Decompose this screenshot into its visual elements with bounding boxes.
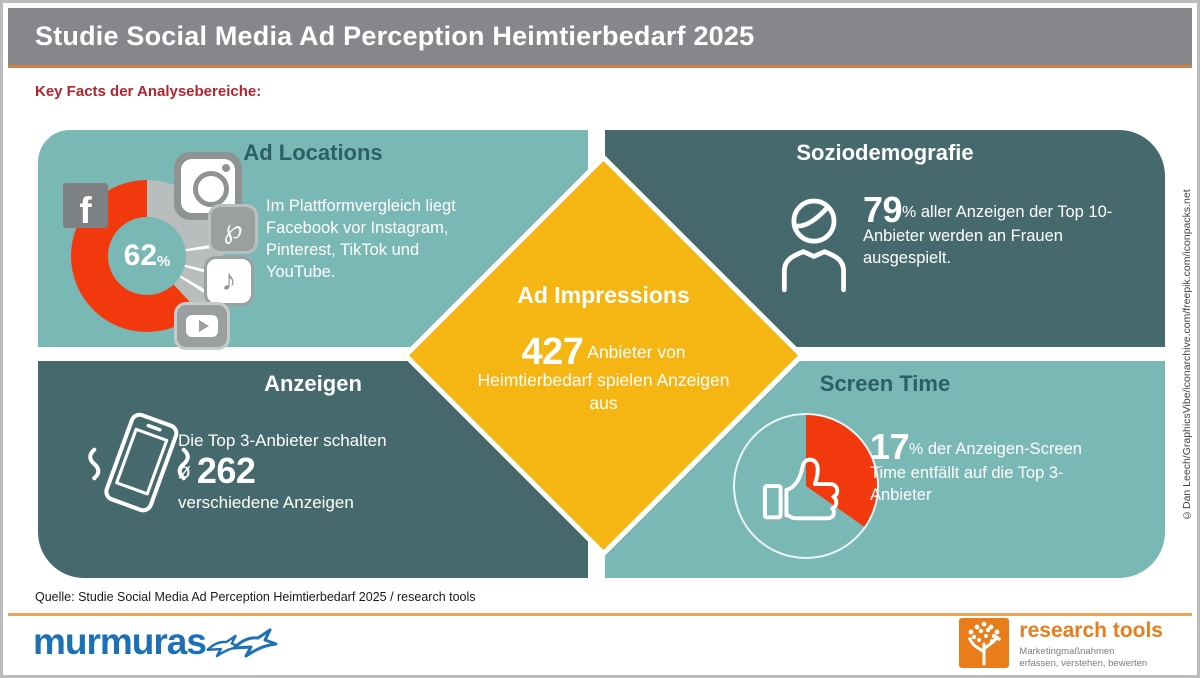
image-credit: ©Dan Leech/GraphicsVibe/iconarchive.com/… — [1181, 189, 1193, 521]
ad-locations-body: Im Plattformvergleich liegt Facebook vor… — [266, 197, 456, 281]
research-tools-tagline-line2: erfassen, verstehen, bewerten — [1019, 658, 1148, 670]
panel-title-ad-locations: Ad Locations — [243, 140, 383, 165]
stat-427: 427 — [521, 330, 584, 373]
diamond-content: Ad Impressions 427 Anbieter von Heimtier… — [466, 218, 741, 493]
research-tools-name: research tools — [1019, 619, 1163, 642]
donut-center-label: 62 % — [108, 217, 186, 295]
diamond-text: Anbieter von Heimtierbedarf spielen Anze… — [477, 341, 730, 414]
screen-time-pie-chart — [733, 413, 879, 559]
tiktok-glyph: ♪ — [221, 264, 237, 297]
pie-wedge-red — [735, 415, 877, 557]
panel-title-soziodemografie: Soziodemografie — [796, 140, 974, 165]
anzeigen-line1: Die Top 3-Anbieter schalten — [178, 431, 387, 450]
murmuras-logo: murmuras — [33, 618, 280, 664]
thumbs-up-icon — [762, 457, 840, 521]
panel-ad-locations: Ad Locations 62 % f ℘ ♪ Im Pla — [38, 130, 588, 350]
page-title: Studie Social Media Ad Perception Heimti… — [35, 21, 755, 51]
pinterest-glyph: ℘ — [223, 213, 243, 244]
facebook-icon: f — [63, 183, 108, 231]
average-symbol: ø — [178, 460, 191, 483]
soziodemografie-text: aller Anzeigen der Top 10-Anbieter werde… — [863, 203, 1113, 268]
panel-title-anzeigen: Anzeigen — [264, 371, 362, 396]
research-tools-tagline-line1: Marketingmaßnahmen — [1019, 646, 1115, 658]
pinterest-icon: ℘ — [208, 204, 258, 254]
youtube-tube — [186, 315, 218, 337]
instagram-flash-dot — [222, 164, 230, 172]
footer-divider — [8, 613, 1192, 616]
donut-unit: % — [157, 252, 171, 270]
anzeigen-statline: ø 262 — [178, 453, 478, 489]
screen-time-text: der Anzeigen-Screen Time entfällt auf di… — [870, 440, 1082, 505]
research-tools-text: research tools Marketingmaßnahmen erfass… — [1019, 618, 1163, 671]
tiktok-icon: ♪ — [204, 256, 254, 306]
header-bar: Studie Social Media Ad Perception Heimti… — [8, 8, 1192, 68]
anzeigen-body: Die Top 3-Anbieter schalten ø 262 verschi… — [178, 431, 478, 513]
research-tools-tagline: Marketingmaßnahmen erfassen, verstehen, … — [1019, 646, 1163, 671]
vibrating-phone-icon — [88, 412, 190, 513]
facebook-glyph: f — [79, 189, 92, 231]
stat-79-unit: % — [902, 204, 917, 221]
instagram-lens — [193, 171, 229, 207]
research-tools-tree-icon — [959, 618, 1010, 668]
youtube-icon — [174, 302, 230, 350]
person-icon — [781, 198, 846, 293]
stat-17: 17 — [870, 426, 910, 467]
section-heading: Key Facts der Analysebereiche: — [35, 83, 262, 100]
source-line: Quelle: Studie Social Media Ad Perceptio… — [35, 590, 476, 604]
diamond-title: Ad Impressions — [517, 281, 690, 308]
panel-title-screen-time: Screen Time — [819, 371, 951, 396]
research-tools-logo: research tools Marketingmaßnahmen erfass… — [959, 618, 1163, 671]
diamond-body: 427 Anbieter von Heimtierbedarf spielen … — [477, 331, 730, 415]
anzeigen-line2: verschiedene Anzeigen — [178, 493, 354, 513]
soziodemografie-body: 79% aller Anzeigen der Top 10-Anbieter w… — [863, 192, 1125, 270]
stat-79: 79 — [863, 189, 903, 230]
stat-17-unit: % — [909, 441, 924, 458]
screen-time-body: 17% der Anzeigen-Screen Time entfällt au… — [870, 429, 1108, 507]
donut-value: 62 — [123, 239, 158, 272]
youtube-play-triangle — [198, 320, 209, 332]
murmuras-wordmark: murmuras — [33, 620, 207, 662]
murmuras-birds-icon — [206, 628, 278, 658]
stat-262: 262 — [196, 450, 256, 491]
